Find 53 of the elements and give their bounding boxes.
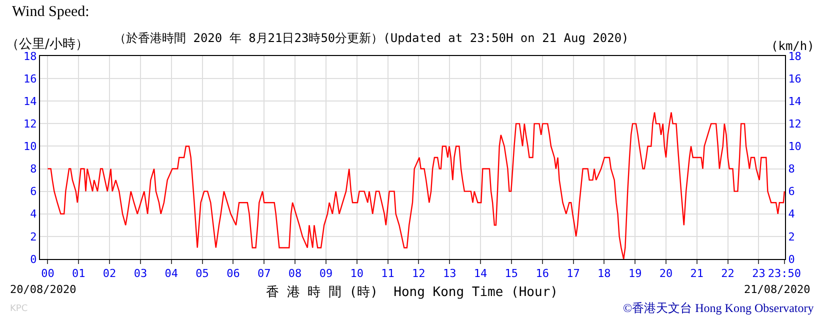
y-tick-label: 8 <box>30 162 37 176</box>
x-tick-label: 18 <box>598 267 611 280</box>
x-tick-label: 23:50 <box>768 267 802 280</box>
x-tick-label: 02 <box>102 267 116 280</box>
x-axis-title: 香 港 時 間 (時) Hong Kong Time (Hour) <box>266 285 558 300</box>
x-tick-label: 01 <box>72 267 86 280</box>
y2-tick-label: 4 <box>788 208 796 221</box>
chart-subtitle: （於香港時間 2020 年 8月21日23時50分更新）(Updated at 23:50H on 21 Aug 2020) <box>114 31 629 45</box>
y-tick-label: 0 <box>30 252 37 266</box>
chart-title: Wind Speed: <box>12 4 90 20</box>
x-tick-label: 05 <box>196 267 209 280</box>
y2-tick-label: 2 <box>788 230 795 244</box>
y-tick-label: 4 <box>30 208 38 221</box>
x-tick-label: 10 <box>350 267 364 280</box>
x-tick-label: 09 <box>319 267 333 280</box>
x-tick-label: 19 <box>628 267 642 280</box>
y2-tick-label: 10 <box>788 140 802 154</box>
y-tick-label: 2 <box>30 230 37 244</box>
y-axis-title: （公里/小時） <box>6 37 88 52</box>
x-tick-label: 23 <box>752 267 766 280</box>
y-tick-label: 10 <box>24 140 37 154</box>
y-tick-label: 18 <box>24 50 37 63</box>
y2-tick-label: 12 <box>788 118 802 131</box>
text: 20/08/2020 <box>10 283 76 296</box>
x-tick-label: 21 <box>690 267 704 280</box>
y2-tick-label: 8 <box>788 162 795 176</box>
line-series <box>47 112 785 259</box>
y-tick-label: 14 <box>24 94 38 108</box>
text: ©香港天文台 Hong Kong Observatory <box>623 301 814 315</box>
text: 21/08/2020 <box>744 283 810 296</box>
x-tick-label: 12 <box>412 267 426 280</box>
x-tick-label: 20 <box>659 267 673 280</box>
x-tick-label: 00 <box>41 267 54 280</box>
y2-tick-label: 16 <box>788 72 802 86</box>
x-tick-label: 16 <box>536 267 549 280</box>
x-tick-label: 14 <box>474 267 488 280</box>
y-tick-label: 12 <box>24 118 37 131</box>
y2-tick-label: 6 <box>788 185 795 198</box>
x-tick-label: 06 <box>226 267 240 280</box>
y-tick-label: 16 <box>24 72 37 86</box>
x-tick-label: 11 <box>381 267 394 280</box>
x-tick-label: 07 <box>257 267 271 280</box>
x-tick-label: 08 <box>288 267 302 280</box>
y2-tick-label: 14 <box>788 94 802 108</box>
x-tick-label: 22 <box>721 267 734 280</box>
x-tick-label: 13 <box>442 267 456 280</box>
y2-tick-label: 0 <box>788 252 795 266</box>
x-tick-label: 15 <box>504 267 518 280</box>
y-tick-label: 6 <box>30 185 37 198</box>
x-tick-label: 17 <box>566 267 580 280</box>
y2-axis-title: (km/h) <box>771 39 814 53</box>
x-tick-label: 03 <box>134 267 148 280</box>
x-tick-label: 04 <box>164 267 178 280</box>
